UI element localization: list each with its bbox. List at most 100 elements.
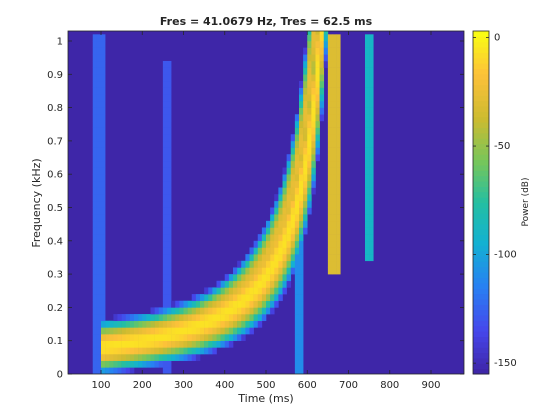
heatmap-cell <box>162 140 168 148</box>
heatmap-cell <box>175 300 180 308</box>
heatmap-cell <box>253 267 259 275</box>
heatmap-cell <box>150 334 155 341</box>
heatmap-cell <box>92 174 98 182</box>
x-tick-label: 400 <box>215 380 234 391</box>
heatmap-cell <box>208 347 213 355</box>
heatmap-cell <box>92 107 98 115</box>
heatmap-cell <box>299 240 304 248</box>
x-tick-label: 900 <box>421 380 440 391</box>
colorbar-swatch <box>473 154 489 161</box>
heatmap-cell <box>299 287 304 295</box>
heatmap-cell <box>187 300 193 308</box>
colorbar-swatch <box>473 272 489 279</box>
colorbar-tick-label: -100 <box>494 250 517 261</box>
heatmap-cell <box>179 300 184 308</box>
heatmap-cell <box>307 134 312 142</box>
heatmap-cell <box>224 334 230 341</box>
heatmap-cell <box>92 167 98 175</box>
heatmap-cell <box>212 347 217 355</box>
heatmap-cell <box>294 134 300 142</box>
heatmap-cell <box>266 300 271 308</box>
heatmap-cell <box>278 240 283 248</box>
heatmap-cell <box>183 307 188 315</box>
heatmap-cell <box>187 314 193 322</box>
heatmap-cell <box>303 47 308 55</box>
heatmap-cell <box>274 274 279 282</box>
heatmap-cell <box>294 334 300 341</box>
heatmap-cell <box>290 260 296 268</box>
heatmap-cell <box>228 307 234 315</box>
heatmap-cell <box>237 314 242 322</box>
heatmap-cell <box>327 247 333 255</box>
heatmap-cell <box>336 167 341 175</box>
heatmap-cell <box>162 187 168 195</box>
heatmap-cell <box>101 307 106 315</box>
heatmap-cell <box>369 107 374 115</box>
colorbar-swatch <box>473 127 489 134</box>
heatmap-cell <box>315 67 320 75</box>
heatmap-cell <box>270 260 275 268</box>
colorbar-swatch <box>473 197 489 203</box>
heatmap-cell <box>253 300 259 308</box>
colorbar-swatch <box>473 89 489 96</box>
heatmap-cell <box>167 154 172 162</box>
heatmap-cell <box>249 327 254 335</box>
heatmap-cell <box>167 274 172 282</box>
heatmap-cell <box>336 60 341 68</box>
heatmap-cell <box>327 74 333 82</box>
heatmap-cell <box>303 194 308 202</box>
heatmap-cell <box>307 120 312 128</box>
heatmap-cell <box>101 147 106 155</box>
heatmap-cell <box>167 74 172 82</box>
heatmap-cell <box>162 367 168 374</box>
heatmap-cell <box>249 267 254 275</box>
heatmap-cell <box>311 107 316 115</box>
heatmap-cell <box>365 207 370 215</box>
heatmap-cell <box>332 114 337 122</box>
heatmap-cell <box>315 94 320 102</box>
heatmap-cell <box>299 154 304 162</box>
colorbar-swatch <box>473 116 489 123</box>
heatmap-cell <box>125 314 131 322</box>
heatmap-cell <box>299 207 304 215</box>
heatmap-cell <box>237 274 242 282</box>
colorbar-swatch <box>473 288 489 295</box>
heatmap-cell <box>369 194 374 202</box>
heatmap-cell <box>167 140 172 148</box>
heatmap-cell <box>162 147 168 155</box>
heatmap-cell <box>245 287 250 295</box>
heatmap-cell <box>286 274 292 282</box>
heatmap-cell <box>327 194 333 202</box>
heatmap-cell <box>96 247 102 255</box>
colorbar-swatch <box>473 256 489 262</box>
heatmap-cell <box>332 187 337 195</box>
heatmap-cell <box>96 287 102 295</box>
heatmap-cell <box>327 134 333 142</box>
heatmap-cell <box>125 354 131 361</box>
heatmap-cell <box>332 247 337 255</box>
heatmap-cell <box>365 200 370 208</box>
heatmap-cell <box>327 67 333 75</box>
heatmap-cell <box>369 214 374 222</box>
heatmap-cell <box>278 187 283 195</box>
heatmap-cell <box>96 127 102 135</box>
heatmap-cell <box>212 294 217 302</box>
heatmap-cell <box>249 307 254 315</box>
heatmap-cell <box>299 280 304 288</box>
heatmap-cell <box>315 100 320 108</box>
y-tick-label: 0.9 <box>47 70 63 81</box>
heatmap-cell <box>146 314 151 322</box>
heatmap-cell <box>278 200 283 208</box>
heatmap-cell <box>138 334 143 341</box>
heatmap-cell <box>327 34 333 42</box>
heatmap-cell <box>101 94 106 102</box>
heatmap-cell <box>270 214 275 222</box>
heatmap-cell <box>319 67 325 75</box>
heatmap-cell <box>171 347 176 355</box>
heatmap-cell <box>282 174 287 182</box>
heatmap-cell <box>327 240 333 248</box>
heatmap-cell <box>162 274 168 282</box>
heatmap-cell <box>299 234 304 242</box>
heatmap-cell <box>162 80 168 88</box>
heatmap-cell <box>365 47 370 55</box>
